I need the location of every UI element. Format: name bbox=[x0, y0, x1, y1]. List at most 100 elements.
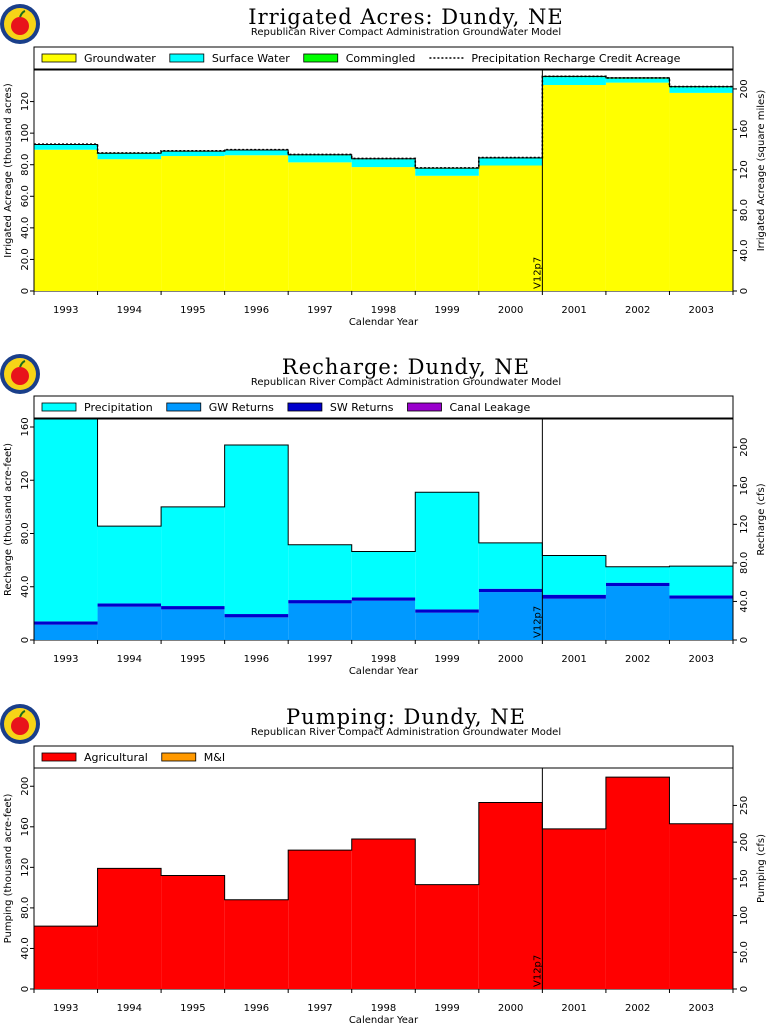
legend-label: Precipitation bbox=[84, 401, 153, 414]
y-right-tick-label: 40.0 bbox=[739, 590, 750, 612]
x-tick-label-1995: 1995 bbox=[180, 305, 205, 316]
bar-agricultural-2001 bbox=[542, 828, 606, 989]
bar-sw-returns-1996 bbox=[224, 614, 289, 618]
y-right-tick-label: 50.0 bbox=[739, 941, 750, 963]
bar-surface-water-2003 bbox=[669, 87, 733, 93]
x-tick-label-1994: 1994 bbox=[117, 654, 142, 665]
y-tick-label: 160 bbox=[20, 417, 31, 436]
total-outline bbox=[33, 418, 734, 640]
bar-precipitation-2000 bbox=[478, 542, 543, 589]
x-tick-label-2002: 2002 bbox=[625, 305, 650, 316]
x-tick-label-1998: 1998 bbox=[371, 1003, 396, 1014]
legend-swatch bbox=[407, 402, 442, 412]
bar-sw-returns-2002 bbox=[605, 582, 670, 587]
y-right-tick-label: 200 bbox=[739, 833, 750, 852]
x-tick-label-1997: 1997 bbox=[307, 1003, 332, 1014]
bar-precipitation-2001 bbox=[542, 555, 606, 595]
y-tick-label: 120 bbox=[20, 92, 31, 111]
x-tick-label-2002: 2002 bbox=[625, 1003, 650, 1014]
bar-agricultural-1994 bbox=[97, 868, 162, 989]
bar-sw-returns-2001 bbox=[542, 594, 606, 599]
chart-subtitle: Republican River Compact Administration … bbox=[251, 377, 561, 388]
bar-surface-water-1997 bbox=[288, 155, 352, 163]
bar-precipitation-1993 bbox=[34, 419, 98, 622]
legend-label: SW Returns bbox=[330, 401, 394, 414]
bar-surface-water-1999 bbox=[415, 168, 479, 176]
y-tick-label: 160 bbox=[20, 817, 31, 836]
bar-precipitation-1999 bbox=[415, 492, 479, 610]
chart-title: Irrigated Acres: Dundy, NE bbox=[248, 5, 563, 29]
x-tick-label-1997: 1997 bbox=[307, 654, 332, 665]
legend-label: M&I bbox=[204, 751, 225, 764]
x-tick-label-1997: 1997 bbox=[307, 305, 332, 316]
apple-icon bbox=[11, 367, 29, 385]
bar-agricultural-1995 bbox=[161, 875, 225, 989]
y-right-tick-label: 40.0 bbox=[739, 239, 750, 261]
x-axis-title: Calendar Year bbox=[349, 317, 419, 328]
bar-gw-returns-1997 bbox=[288, 603, 352, 640]
y-right-tick-label: 250 bbox=[739, 796, 750, 815]
total-outline bbox=[33, 776, 734, 989]
x-tick-label-1993: 1993 bbox=[53, 305, 78, 316]
x-tick-label-1994: 1994 bbox=[117, 305, 142, 316]
y-right-tick-label: 200 bbox=[739, 79, 750, 98]
bar-gw-returns-2000 bbox=[478, 592, 543, 640]
x-tick-label-1995: 1995 bbox=[180, 654, 205, 665]
y-right-tick-label: 120 bbox=[739, 515, 750, 534]
bar-groundwater-1999 bbox=[415, 175, 479, 291]
apple-icon bbox=[11, 17, 29, 35]
bar-agricultural-1998 bbox=[351, 838, 416, 989]
version-marker-label: V12p7 bbox=[532, 955, 543, 987]
chart-title: Recharge: Dundy, NE bbox=[282, 355, 530, 379]
legend-label: Agricultural bbox=[84, 751, 148, 764]
legend-swatch bbox=[41, 752, 77, 762]
y-axis-title: Recharge (thousand acre-feet) bbox=[3, 443, 14, 596]
y-right-axis-title: Recharge (cfs) bbox=[756, 483, 767, 555]
x-tick-label-1993: 1993 bbox=[53, 1003, 78, 1014]
bar-sw-returns-1997 bbox=[288, 600, 352, 604]
bar-groundwater-2000 bbox=[478, 165, 543, 291]
y-right-tick-label: 160 bbox=[739, 120, 750, 139]
x-tick-label-1996: 1996 bbox=[244, 654, 269, 665]
bar-gw-returns-2003 bbox=[669, 598, 733, 640]
bar-precipitation-1996 bbox=[224, 444, 289, 615]
bar-gw-returns-2002 bbox=[605, 586, 670, 640]
chart-title: Pumping: Dundy, NE bbox=[286, 705, 526, 729]
y-tick-label: 120 bbox=[20, 471, 31, 490]
legend-box bbox=[33, 395, 734, 419]
legend-swatch bbox=[303, 53, 339, 63]
bar-surface-water-1998 bbox=[351, 159, 416, 168]
x-tick-label-1995: 1995 bbox=[180, 1003, 205, 1014]
x-tick-label-2000: 2000 bbox=[498, 305, 523, 316]
x-tick-label-2001: 2001 bbox=[561, 1003, 586, 1014]
y-tick-label: 40.0 bbox=[20, 217, 31, 239]
bar-precipitation-1994 bbox=[97, 526, 162, 604]
bar-precipitation-1995 bbox=[161, 506, 225, 607]
bar-gw-returns-2001 bbox=[542, 598, 606, 640]
y-tick-label: 100 bbox=[20, 124, 31, 143]
bar-sw-returns-1995 bbox=[161, 606, 225, 610]
x-tick-label-2002: 2002 bbox=[625, 654, 650, 665]
apple-leaf-icon bbox=[19, 360, 26, 368]
bar-groundwater-1997 bbox=[288, 162, 352, 291]
y-tick-label: 120 bbox=[20, 858, 31, 877]
bar-surface-water-1994 bbox=[97, 153, 162, 160]
bar-agricultural-2002 bbox=[605, 777, 670, 989]
y-tick-label: 0 bbox=[20, 986, 31, 992]
legend-label: Precipitation Recharge Credit Acreage bbox=[471, 52, 680, 65]
apple-icon bbox=[11, 717, 29, 735]
apple-leaf-icon bbox=[19, 10, 26, 18]
y-right-tick-label: 100 bbox=[739, 906, 750, 925]
precipitation-credit-line bbox=[34, 75, 733, 169]
y-right-tick-label: 0 bbox=[739, 637, 750, 643]
legend-label: Surface Water bbox=[212, 52, 290, 65]
bar-groundwater-2001 bbox=[542, 84, 606, 291]
y-axis-title: Pumping (thousand acre-feet) bbox=[3, 794, 14, 944]
legend-label: Commingled bbox=[346, 52, 416, 65]
bar-surface-water-2000 bbox=[478, 158, 543, 166]
bar-groundwater-1995 bbox=[161, 156, 225, 291]
legend-swatch bbox=[161, 752, 197, 762]
